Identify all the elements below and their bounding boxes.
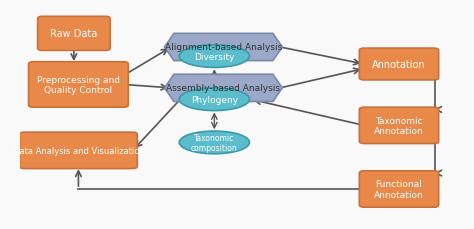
FancyBboxPatch shape bbox=[28, 63, 128, 108]
Text: Taxonomic
Annotation: Taxonomic Annotation bbox=[374, 116, 424, 136]
Ellipse shape bbox=[179, 131, 249, 154]
FancyBboxPatch shape bbox=[37, 17, 110, 51]
Text: Alignment-based Analysis: Alignment-based Analysis bbox=[165, 43, 282, 52]
Polygon shape bbox=[164, 75, 283, 102]
Text: Taxonomic
composition: Taxonomic composition bbox=[191, 133, 238, 153]
Text: Data Analysis and Visualization: Data Analysis and Visualization bbox=[12, 146, 144, 155]
Text: Annotation: Annotation bbox=[372, 60, 426, 70]
Ellipse shape bbox=[179, 88, 249, 111]
Text: Raw Data: Raw Data bbox=[50, 29, 98, 39]
FancyBboxPatch shape bbox=[19, 133, 137, 169]
Text: Assembly-based Analysis: Assembly-based Analysis bbox=[166, 84, 281, 93]
Text: Diversity: Diversity bbox=[194, 52, 235, 61]
Text: Preprocessing and
Quality Control: Preprocessing and Quality Control bbox=[37, 75, 120, 95]
Text: Functional
Annotation: Functional Annotation bbox=[374, 180, 424, 199]
FancyBboxPatch shape bbox=[359, 171, 438, 207]
Polygon shape bbox=[164, 34, 283, 61]
Text: Phylogeny: Phylogeny bbox=[191, 95, 238, 104]
FancyBboxPatch shape bbox=[359, 49, 438, 81]
FancyBboxPatch shape bbox=[359, 108, 438, 144]
Ellipse shape bbox=[179, 46, 249, 68]
